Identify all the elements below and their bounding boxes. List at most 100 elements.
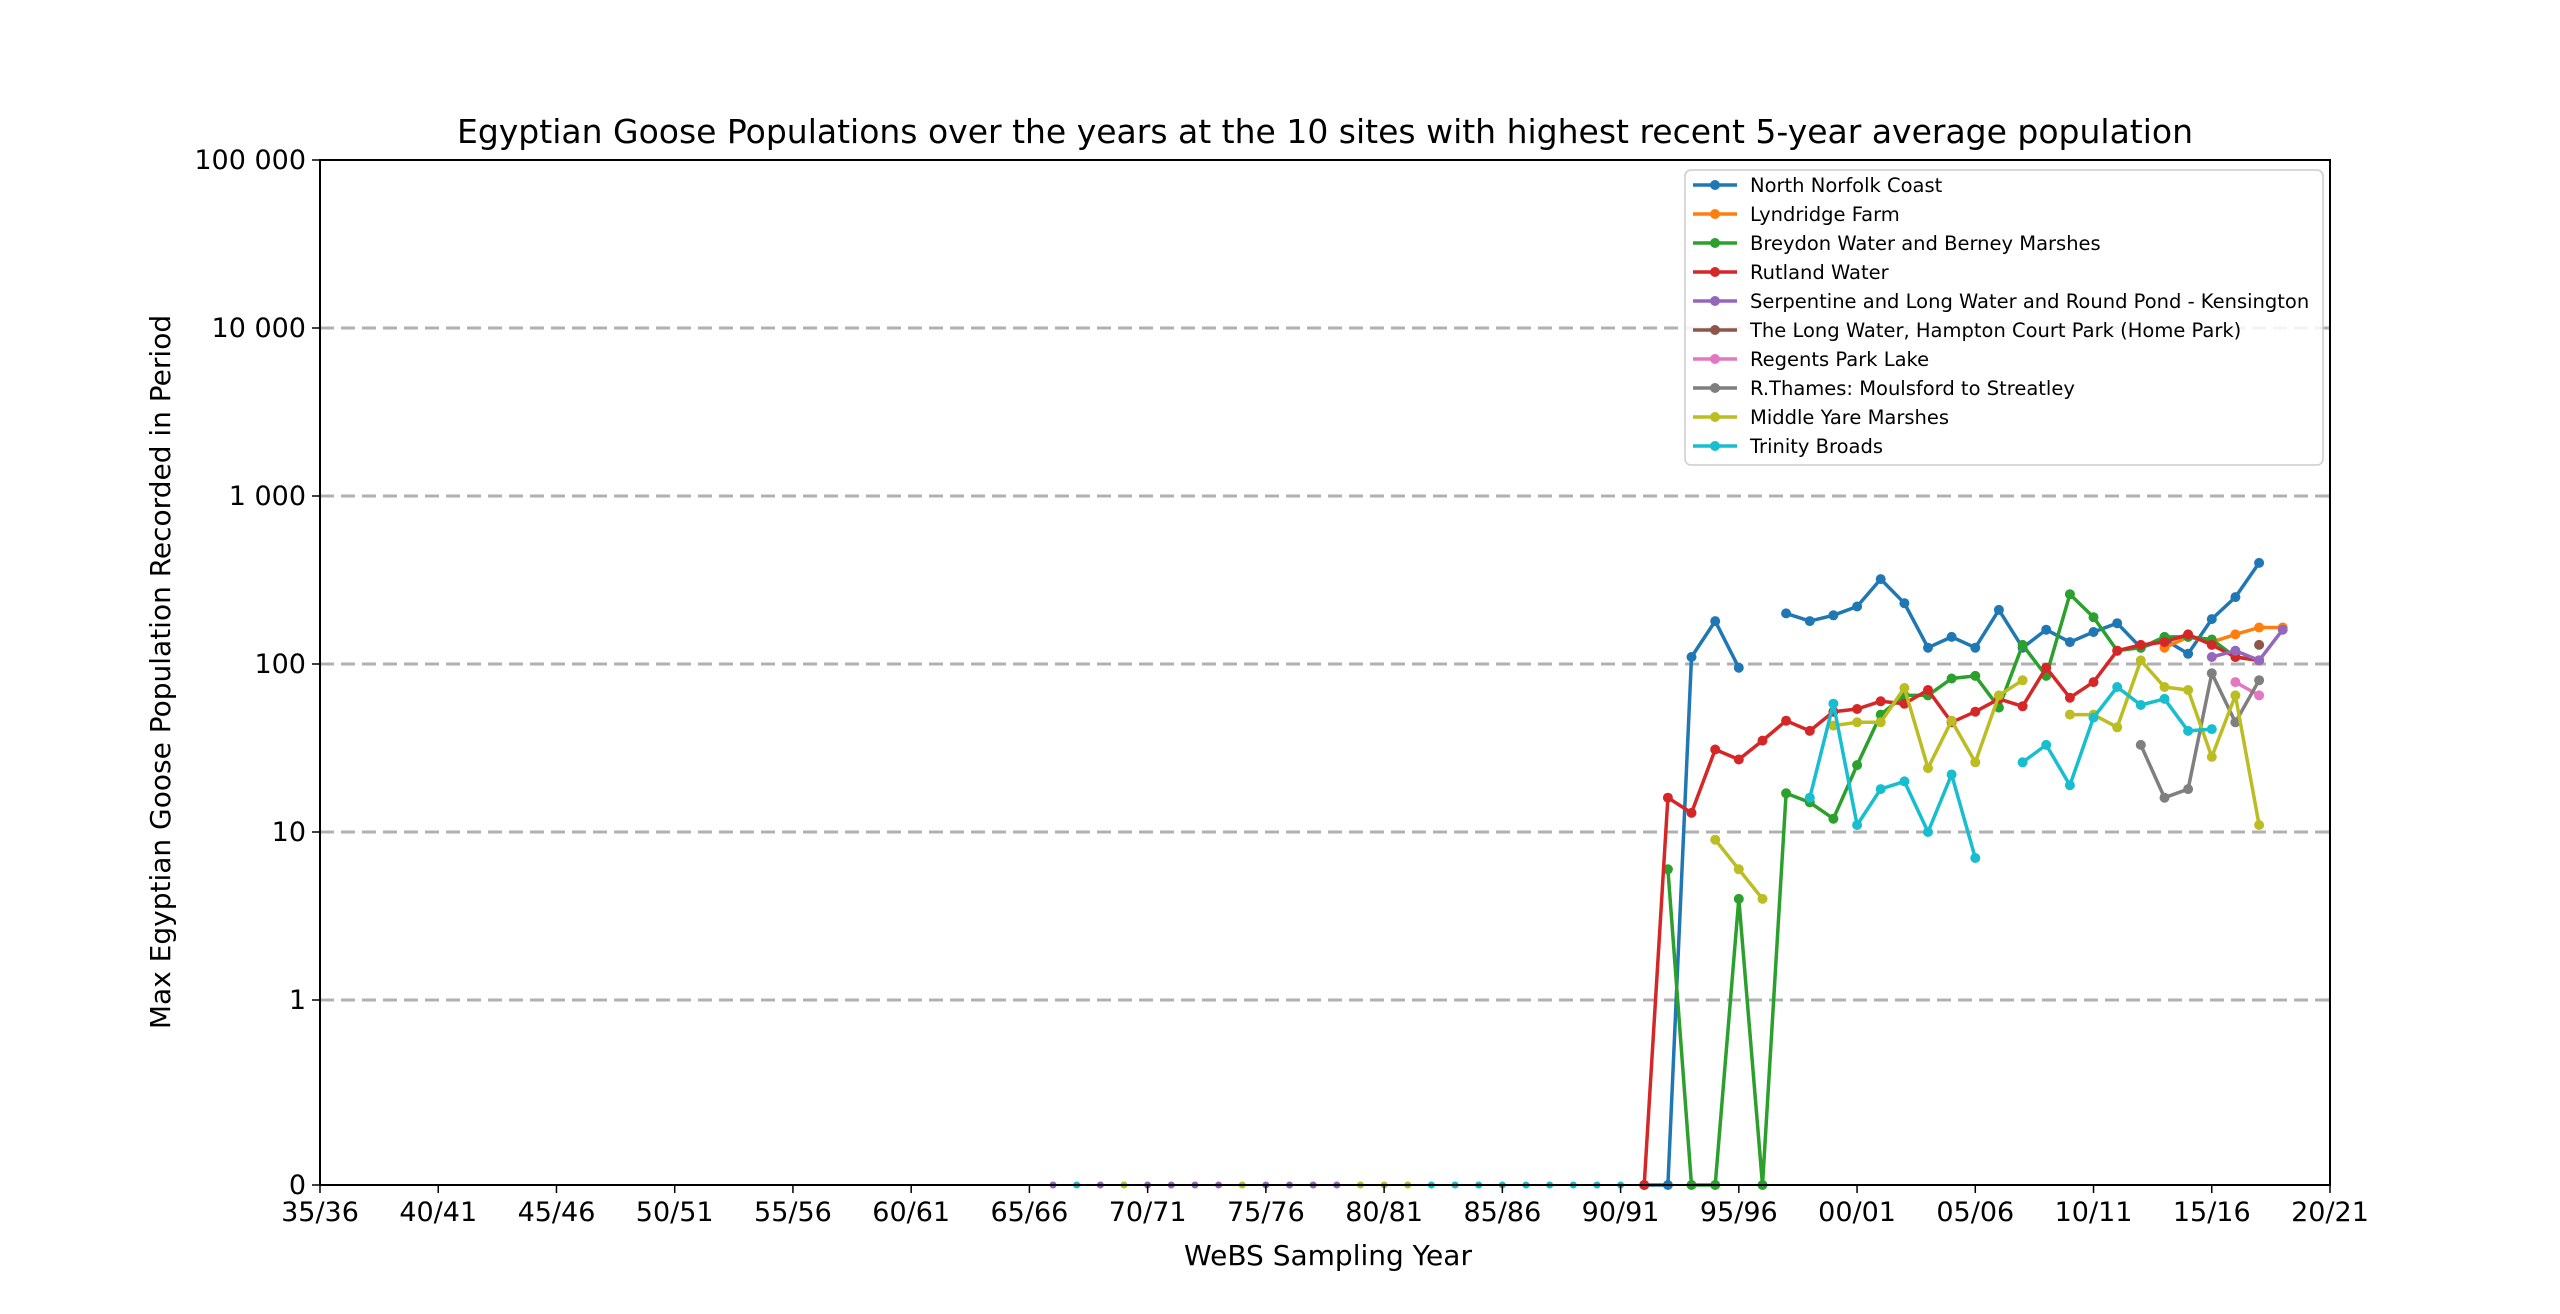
- data-point: [2183, 784, 2194, 795]
- legend-label: Regents Park Lake: [1750, 348, 1929, 371]
- chart-title: Egyptian Goose Populations over the year…: [457, 112, 2193, 151]
- y-tick-label: 100: [254, 649, 306, 680]
- legend-label: Middle Yare Marshes: [1750, 406, 1949, 429]
- legend-swatch-marker: [1710, 354, 1720, 364]
- x-tick-label: 80/81: [1345, 1197, 1423, 1228]
- legend-swatch-marker: [1710, 383, 1720, 393]
- data-point: [2254, 622, 2265, 633]
- data-point: [2206, 751, 2217, 762]
- data-point: [2112, 618, 2123, 629]
- data-point: [1993, 604, 2004, 615]
- legend-swatch-marker: [1710, 412, 1720, 422]
- data-point: [1733, 662, 1744, 673]
- data-point: [2088, 712, 2099, 723]
- y-tick-label: 10 000: [212, 313, 306, 344]
- x-tick-label: 95/96: [1700, 1197, 1778, 1228]
- data-point: [1804, 616, 1815, 627]
- data-point: [1781, 788, 1792, 799]
- data-point: [2183, 629, 2194, 640]
- data-point: [1781, 715, 1792, 726]
- x-tick-label: 00/01: [1818, 1197, 1896, 1228]
- data-point: [2159, 792, 2170, 803]
- y-tick-label: 100 000: [194, 145, 306, 176]
- data-point: [2064, 637, 2075, 648]
- data-point: [1804, 725, 1815, 736]
- y-tick-label: 10: [272, 817, 306, 848]
- data-point: [1852, 820, 1863, 830]
- legend-label: Serpentine and Long Water and Round Pond…: [1750, 290, 2309, 313]
- data-point: [2159, 693, 2170, 704]
- data-point: [2254, 820, 2265, 830]
- series-6: [2230, 677, 2265, 701]
- x-tick-label: 50/51: [636, 1197, 714, 1228]
- data-point: [2041, 739, 2052, 750]
- legend-swatch-marker: [1710, 325, 1720, 335]
- data-point: [2017, 675, 2028, 686]
- zero-markers: [1049, 1181, 1625, 1189]
- data-point: [1875, 696, 1886, 707]
- data-point: [2135, 655, 2146, 666]
- x-tick-label: 65/66: [991, 1197, 1069, 1228]
- data-point: [1852, 760, 1863, 771]
- data-point: [2206, 639, 2217, 650]
- legend-label: North Norfolk Coast: [1750, 174, 1943, 197]
- data-point: [1923, 685, 1933, 695]
- data-point: [2064, 589, 2075, 600]
- data-point: [1970, 757, 1981, 768]
- series-4: [2206, 624, 2288, 666]
- y-axis-label: Max Egyptian Goose Population Recorded i…: [144, 315, 177, 1029]
- data-point: [1875, 574, 1886, 585]
- data-point: [1970, 670, 1981, 681]
- x-tick-label: 45/46: [518, 1197, 596, 1228]
- x-tick-label: 10/11: [2055, 1197, 2133, 1228]
- data-point: [2254, 557, 2265, 568]
- series-line: [2211, 628, 2285, 663]
- y-axis-ticks: 0 1 10 100 1 000 10 000 100 000: [194, 145, 320, 1201]
- data-point: [1733, 754, 1744, 765]
- data-point: [2017, 701, 2028, 712]
- data-point: [2088, 677, 2099, 688]
- data-point: [1686, 807, 1697, 818]
- x-axis-label: WeBS Sampling Year: [1184, 1239, 1472, 1272]
- data-point: [1804, 792, 1815, 803]
- data-point: [1946, 769, 1957, 780]
- data-point: [2064, 692, 2075, 703]
- x-tick-label: 70/71: [1109, 1197, 1187, 1228]
- data-point: [2088, 612, 2099, 623]
- data-point: [1993, 690, 2004, 701]
- data-point: [2088, 627, 2099, 637]
- data-point: [1923, 763, 1933, 774]
- legend: North Norfolk Coast Lyndridge Farm Breydon…: [1684, 169, 2324, 466]
- data-point: [2017, 639, 2028, 650]
- data-point: [2112, 722, 2123, 733]
- data-point: [2230, 717, 2241, 728]
- y-tick-label: 1: [289, 985, 306, 1016]
- data-point: [1923, 642, 1933, 653]
- data-point: [1852, 717, 1863, 728]
- series-9: [1804, 682, 2217, 863]
- data-point: [2277, 624, 2288, 635]
- data-point: [1852, 704, 1863, 714]
- legend-swatch-marker: [1710, 296, 1720, 306]
- data-point: [2206, 652, 2217, 662]
- data-point: [2206, 614, 2217, 625]
- data-point: [1946, 673, 1957, 684]
- x-tick-label: 75/76: [1227, 1197, 1305, 1228]
- plot-frame: [319, 159, 2331, 1186]
- data-point: [1686, 652, 1697, 662]
- data-point: [1970, 853, 1981, 863]
- x-tick-label: 60/61: [872, 1197, 950, 1228]
- data-point: [2230, 677, 2241, 688]
- data-point: [1757, 735, 1768, 746]
- x-tick-label: 35/36: [281, 1197, 359, 1228]
- data-point: [1946, 631, 1957, 642]
- legend-swatch-marker: [1710, 441, 1720, 451]
- legend-box: [1684, 169, 2324, 466]
- legend-label: Lyndridge Farm: [1750, 203, 1900, 226]
- data-point: [2041, 662, 2052, 673]
- data-point: [2159, 682, 2170, 692]
- data-point: [1875, 784, 1886, 795]
- data-point: [1875, 717, 1886, 728]
- data-point: [2112, 682, 2123, 692]
- data-point: [1828, 698, 1839, 709]
